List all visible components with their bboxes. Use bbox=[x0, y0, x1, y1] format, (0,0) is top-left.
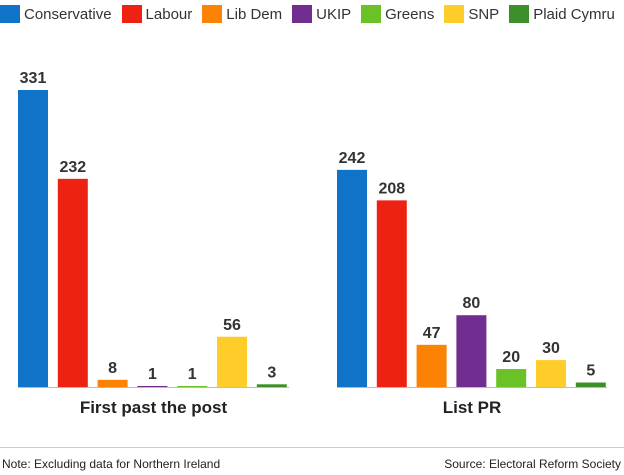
chart-area: 331 232 8 1 1 56 3 First past the post 242 208 47 8… bbox=[0, 70, 624, 448]
bar bbox=[456, 315, 487, 387]
legend-item: Labour bbox=[121, 5, 193, 23]
data-label: 47 bbox=[423, 325, 441, 342]
bar bbox=[376, 200, 407, 387]
legend-swatch bbox=[202, 5, 223, 23]
bar bbox=[57, 178, 88, 387]
legend-swatch bbox=[509, 5, 530, 23]
chart-title: First past the post bbox=[80, 398, 228, 417]
legend-swatch bbox=[361, 5, 382, 23]
legend-swatch bbox=[292, 5, 313, 23]
chart-panel: 331 232 8 1 1 56 3 First past the post bbox=[18, 70, 289, 417]
source-note: Source: Electoral Reform Society bbox=[444, 457, 621, 471]
bar bbox=[416, 344, 447, 387]
chart-panel: 242 208 47 80 20 30 5 List PR bbox=[337, 150, 607, 417]
data-label: 1 bbox=[148, 366, 157, 383]
bar bbox=[256, 384, 287, 387]
legend-swatch bbox=[0, 5, 20, 23]
legend-item: Conservative bbox=[0, 5, 112, 23]
legend-swatch bbox=[444, 5, 465, 23]
legend: Conservative Labour Lib Dem UKIP Greens SNP Pl… bbox=[0, 2, 624, 26]
legend-swatch bbox=[121, 5, 142, 23]
legend-label: Lib Dem bbox=[226, 5, 283, 23]
data-label: 56 bbox=[223, 317, 241, 334]
bar bbox=[217, 336, 247, 387]
data-label: 20 bbox=[502, 349, 520, 366]
legend-item: Greens bbox=[361, 5, 434, 23]
data-label: 5 bbox=[586, 363, 595, 380]
legend-label: Plaid Cymru bbox=[533, 5, 615, 23]
data-label: 8 bbox=[108, 360, 117, 377]
data-label: 30 bbox=[542, 340, 560, 357]
bar bbox=[496, 369, 527, 387]
bar bbox=[137, 386, 168, 387]
legend-item: Lib Dem bbox=[202, 5, 282, 23]
data-label: 208 bbox=[378, 180, 405, 197]
legend-label: SNP bbox=[468, 5, 500, 23]
legend-label: UKIP bbox=[316, 5, 352, 23]
bar bbox=[177, 386, 208, 387]
data-label: 80 bbox=[463, 295, 481, 312]
bar bbox=[575, 382, 606, 387]
legend-item: SNP bbox=[444, 5, 499, 23]
legend-label: Conservative bbox=[24, 5, 112, 23]
data-label: 1 bbox=[188, 366, 197, 383]
legend-label: Greens bbox=[385, 5, 435, 23]
bar bbox=[337, 169, 367, 387]
data-label: 3 bbox=[267, 364, 276, 381]
legend-item: Plaid Cymru bbox=[509, 5, 615, 23]
chart-title: List PR bbox=[443, 398, 502, 417]
legend-item: UKIP bbox=[292, 5, 351, 23]
footnote: Note: Excluding data for Northern Irelan… bbox=[2, 457, 221, 471]
data-label: 232 bbox=[59, 159, 86, 176]
bar bbox=[536, 360, 566, 387]
legend-label: Labour bbox=[145, 5, 193, 23]
data-label: 242 bbox=[339, 150, 366, 167]
data-label: 331 bbox=[20, 70, 47, 87]
bar bbox=[18, 90, 48, 387]
bar bbox=[97, 379, 128, 387]
